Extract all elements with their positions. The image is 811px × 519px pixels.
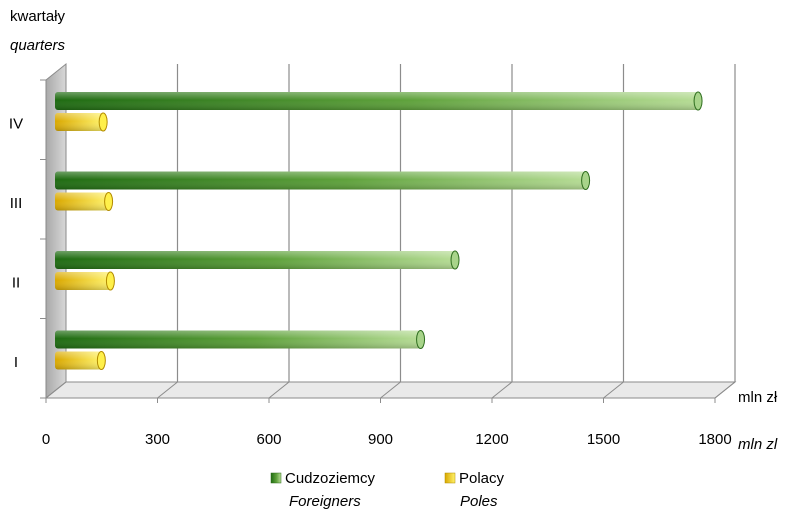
y-tick-label: I [14,354,18,371]
bar-cap [98,112,108,132]
floor-gridline [491,381,513,399]
x-axis-title-secondary: mln zl [738,436,778,453]
legend-label-poles: Polacy [459,470,505,487]
bar-foreigners-II [55,250,460,270]
y-axis-title: kwartały [10,8,66,25]
legend-label-poles-secondary: Poles [460,493,498,510]
bar-cap [96,351,106,370]
y-axis-title-secondary: quarters [10,37,66,54]
bar-shine [55,113,104,131]
legend-item-foreigners: Cudzoziemcy Foreigners [270,470,376,510]
floor-gridline [603,381,624,399]
bar-shine [55,251,456,269]
legend-label-foreigners: Cudzoziemcy [285,470,376,487]
bar-cap [104,192,114,211]
bar-shine [55,92,699,110]
x-tick-label: 1200 [475,431,508,448]
y-tick-label: III [10,195,23,212]
legend-item-poles: Polacy Poles [444,470,505,510]
bar-cap [416,330,426,349]
legend-swatch-foreigners [270,472,282,484]
y-tick-label: II [12,275,20,292]
x-tick-label: 600 [256,431,281,448]
x-tick-label: 300 [145,431,170,448]
bar-poles-IV [55,112,108,132]
bar-poles-I [55,351,106,370]
bar-cap [581,171,591,190]
x-tick-label: 1500 [587,431,620,448]
floor-gridline [157,381,178,399]
floor-gridline [45,381,67,399]
legend-label-foreigners-secondary: Foreigners [289,493,361,510]
floor-gridline [714,381,736,399]
bar-foreigners-III [55,171,591,190]
x-axis-tick-labels: 0 300 600 900 1200 1500 1800 [42,431,732,448]
bar-shine [55,192,109,211]
x-axis-title: mln zł [738,389,778,406]
bar-foreigners-I [55,330,426,349]
bar-poles-III [55,192,114,211]
x-tick-label: 0 [42,431,50,448]
bar-poles-II [55,271,115,291]
x-tick-label: 1800 [698,431,731,448]
x-tick-label: 900 [368,431,393,448]
bar-cap [693,91,703,111]
y-axis-ticks [40,79,46,399]
bar-cap [105,271,115,291]
bars [55,91,703,370]
bar-shine [55,330,421,349]
bar-shine [55,171,586,190]
bar-foreigners-IV [55,91,703,111]
floor-gridline [380,381,401,399]
bar-cap [450,250,460,270]
legend: Cudzoziemcy Foreigners Polacy Poles [270,470,505,510]
y-tick-label: IV [9,116,23,133]
legend-swatch-poles [444,472,456,484]
bar-shine [55,272,111,290]
floor-gridline [268,381,290,399]
gridlines [45,64,736,403]
bar-shine [55,351,102,370]
